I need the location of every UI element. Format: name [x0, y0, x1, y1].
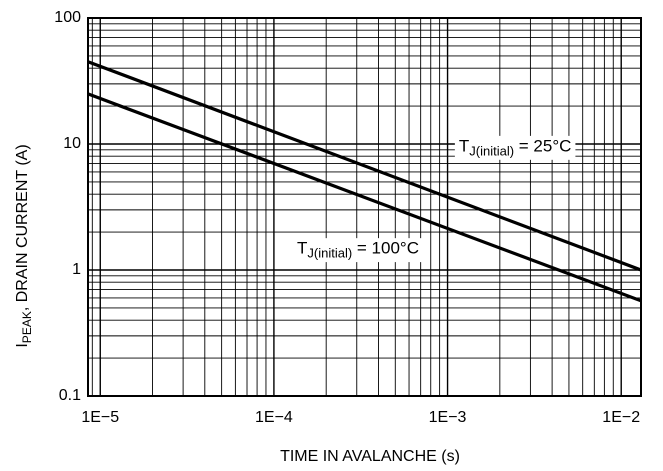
- x-tick-label: 1E−2: [602, 409, 640, 426]
- y-axis-title-prefix: I: [14, 343, 31, 347]
- series-label-suffix: = 100°C: [352, 239, 419, 258]
- x-tick-label: 1E−3: [429, 409, 467, 426]
- x-tick-label: 1E−4: [255, 409, 293, 426]
- y-axis-title: IPEAK, DRAIN CURRENT (A): [14, 144, 34, 347]
- y-tick-label: 10: [63, 135, 81, 152]
- series-label-background: [454, 135, 576, 160]
- series-line-1: [87, 60, 642, 272]
- series-line-2: [87, 92, 642, 303]
- series-label-background: [293, 238, 424, 263]
- series-label-main: T: [459, 137, 469, 156]
- series-label-2: TJ(initial) = 100°C: [297, 239, 419, 261]
- series-lines: [87, 60, 642, 303]
- series-label-1: TJ(initial) = 25°C: [459, 137, 572, 159]
- series-labels: TJ(initial) = 25°CTJ(initial) = 100°C: [293, 135, 576, 263]
- series-label-main: T: [297, 239, 307, 258]
- x-tick-label: 1E−5: [81, 409, 119, 426]
- y-axis-title-suffix: , DRAIN CURRENT (A): [14, 144, 31, 311]
- y-axis-title-subscript: PEAK: [20, 311, 34, 343]
- y-tick-label: 100: [54, 9, 81, 26]
- plot-frame: [87, 17, 642, 397]
- x-axis-title: TIME IN AVALANCHE (s): [280, 448, 460, 465]
- series-label-suffix: = 25°C: [514, 137, 571, 156]
- tick-labels: 1E−5 1E−4 1E−3 1E−2 100 10 1 0.1: [54, 9, 640, 426]
- y-tick-label: 1: [72, 261, 81, 278]
- y-tick-label: 0.1: [59, 387, 81, 404]
- series-label-subscript: J(initial): [307, 246, 352, 261]
- series-label-subscript: J(initial): [469, 144, 514, 159]
